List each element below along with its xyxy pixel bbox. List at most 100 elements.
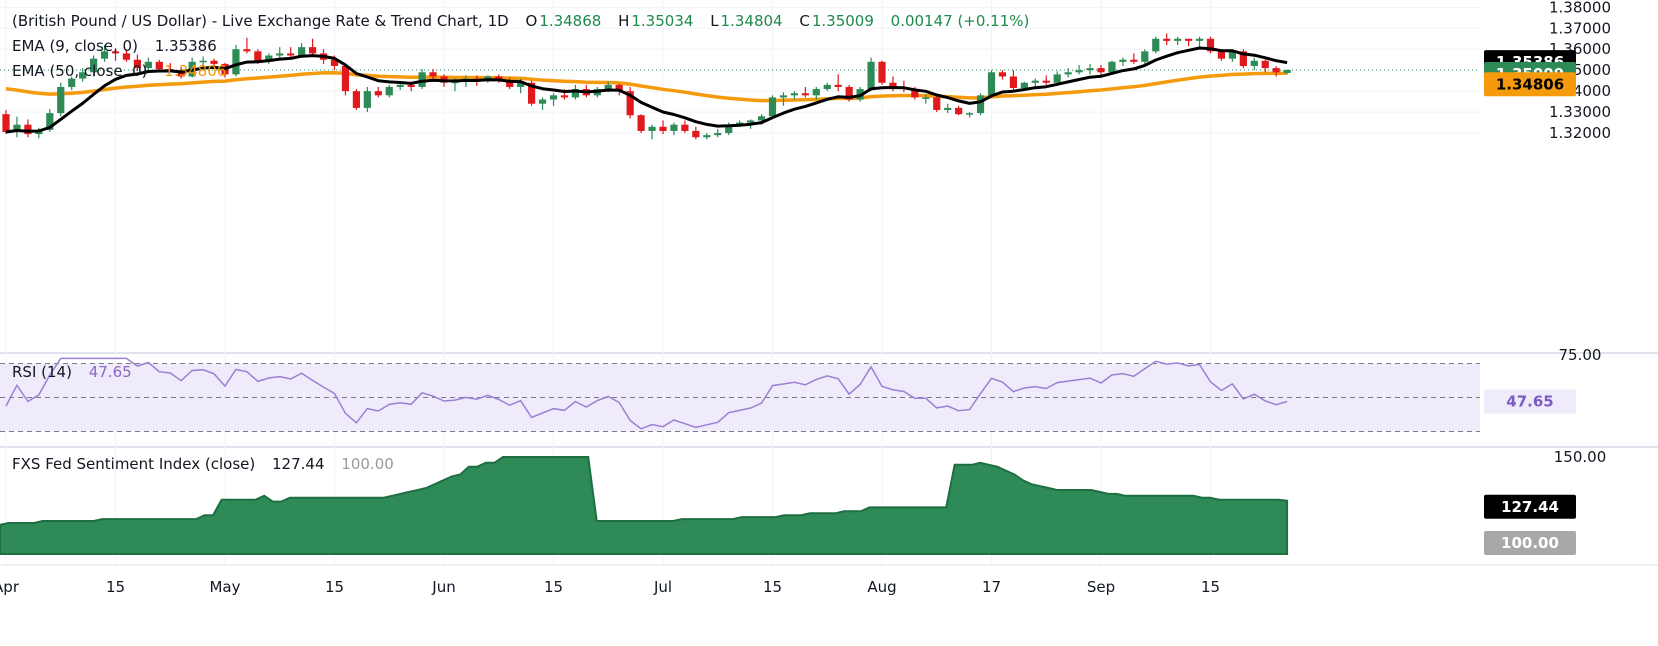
- candle-body: [100, 51, 109, 59]
- candle-body: [1031, 80, 1039, 83]
- symbol-title[interactable]: (British Pound / US Dollar) - Live Excha…: [12, 12, 509, 30]
- candle-body: [57, 86, 65, 114]
- main-legend: (British Pound / US Dollar) - Live Excha…: [12, 12, 1031, 30]
- candle-body: [933, 97, 941, 110]
- candle-body: [637, 115, 645, 131]
- fxs-base-tag-bg: [1484, 531, 1576, 555]
- low-value: 1.34804: [720, 12, 783, 30]
- candle-body: [1053, 74, 1061, 83]
- candle-body: [725, 124, 733, 134]
- candle-body: [1119, 59, 1127, 62]
- fxs-label: FXS Fed Sentiment Index (close): [12, 455, 256, 473]
- ema50-layer: [5, 70, 1288, 103]
- candle-body: [955, 107, 963, 115]
- time-tick-label: 15: [325, 578, 344, 596]
- candle-body: [703, 135, 711, 138]
- fxs-base-value: 100.00: [341, 455, 394, 473]
- time-tick-label: Jul: [653, 578, 672, 596]
- candle-body: [987, 72, 996, 96]
- candle-body: [144, 61, 152, 69]
- time-tick-label: 15: [763, 578, 782, 596]
- ema9-label: EMA (9, close, 0): [12, 37, 138, 55]
- candle-body: [571, 89, 579, 98]
- open-label: O: [525, 12, 538, 30]
- candle-body: [90, 58, 98, 73]
- ema9-value: 1.35386: [154, 37, 217, 55]
- candle-body: [922, 97, 930, 99]
- candle-body: [1228, 51, 1236, 59]
- time-tick-label: Jun: [431, 578, 455, 596]
- candle-body: [341, 66, 350, 92]
- rsi-tick-label: 75.00: [1559, 346, 1602, 364]
- candle-body: [1130, 59, 1138, 62]
- candle-body: [68, 78, 76, 87]
- time-tick-label: 17: [982, 578, 1001, 596]
- candle-body: [944, 107, 952, 110]
- candle-body: [889, 82, 897, 87]
- candle-body: [549, 95, 558, 100]
- ema9-legend[interactable]: EMA (9, close, 0) 1.35386: [12, 37, 219, 55]
- candle-body: [309, 47, 317, 54]
- time-tick-label: Sep: [1087, 578, 1115, 596]
- candle-body: [615, 84, 623, 92]
- rsi-label: RSI (14): [12, 363, 72, 381]
- high-value: 1.35034: [631, 12, 694, 30]
- price-tick-label: 1.38000: [1549, 0, 1611, 16]
- change-value: 0.00147 (+0.11%): [890, 12, 1030, 30]
- candle-body: [681, 124, 689, 131]
- candle-body: [659, 126, 667, 131]
- candle-body: [1108, 61, 1116, 73]
- ema50-legend[interactable]: EMA (50, close, 0) 1.34806: [12, 62, 228, 80]
- candle-body: [155, 61, 163, 70]
- candle-body: [79, 72, 87, 79]
- candle-body: [976, 95, 985, 114]
- price-axis: 1.380001.370001.360001.350001.340001.330…: [1549, 0, 1611, 466]
- ema50-line: [5, 70, 1288, 103]
- candle-body: [133, 59, 141, 69]
- high-label: H: [618, 12, 630, 30]
- candle-body: [604, 84, 612, 90]
- time-tick-label: 15: [1201, 578, 1220, 596]
- candle-body: [1174, 38, 1182, 41]
- price-tick-label: 1.37000: [1549, 19, 1611, 37]
- fxs-value: 127.44: [272, 455, 325, 473]
- candle-body: [111, 51, 120, 54]
- rsi-value: 47.65: [88, 363, 132, 381]
- candle-body: [779, 95, 788, 98]
- rsi-pane: [0, 357, 1480, 432]
- candle-body: [867, 61, 875, 90]
- time-tick-label: 15: [544, 578, 563, 596]
- candle-body: [714, 133, 722, 136]
- ema50-price-tag-bg: [1484, 72, 1576, 97]
- rsi-line: [5, 357, 1288, 430]
- candle-body: [1272, 68, 1280, 73]
- candle-body: [1217, 51, 1226, 59]
- candle-body: [1195, 38, 1204, 41]
- ema9-line: [5, 46, 1288, 134]
- candle-body: [1009, 76, 1017, 88]
- candle-body: [790, 93, 798, 96]
- candle-body: [429, 72, 437, 77]
- candle-body: [801, 93, 809, 96]
- candle-body: [670, 124, 678, 131]
- candle-body: [199, 60, 207, 63]
- candle-body: [528, 82, 536, 104]
- candle-body: [24, 124, 32, 135]
- ema50-price-tag: 1.34806: [1496, 75, 1564, 93]
- candle-body: [1075, 70, 1083, 73]
- candle-body: [1261, 60, 1269, 69]
- rsi-legend[interactable]: RSI (14) 47.65: [12, 363, 134, 381]
- candle-body: [13, 124, 21, 132]
- close-label: C: [799, 12, 810, 30]
- candle-body: [1097, 68, 1105, 73]
- candle-body: [538, 99, 547, 104]
- candle-body: [1086, 68, 1094, 71]
- candle-body: [648, 126, 656, 131]
- candle-body: [1064, 72, 1072, 75]
- close-value: 1.35009: [811, 12, 874, 30]
- fxs-legend[interactable]: FXS Fed Sentiment Index (close) 127.44 1…: [12, 455, 396, 473]
- candle-body: [1163, 38, 1171, 41]
- candle-body: [1020, 82, 1028, 88]
- candle-body: [265, 55, 273, 61]
